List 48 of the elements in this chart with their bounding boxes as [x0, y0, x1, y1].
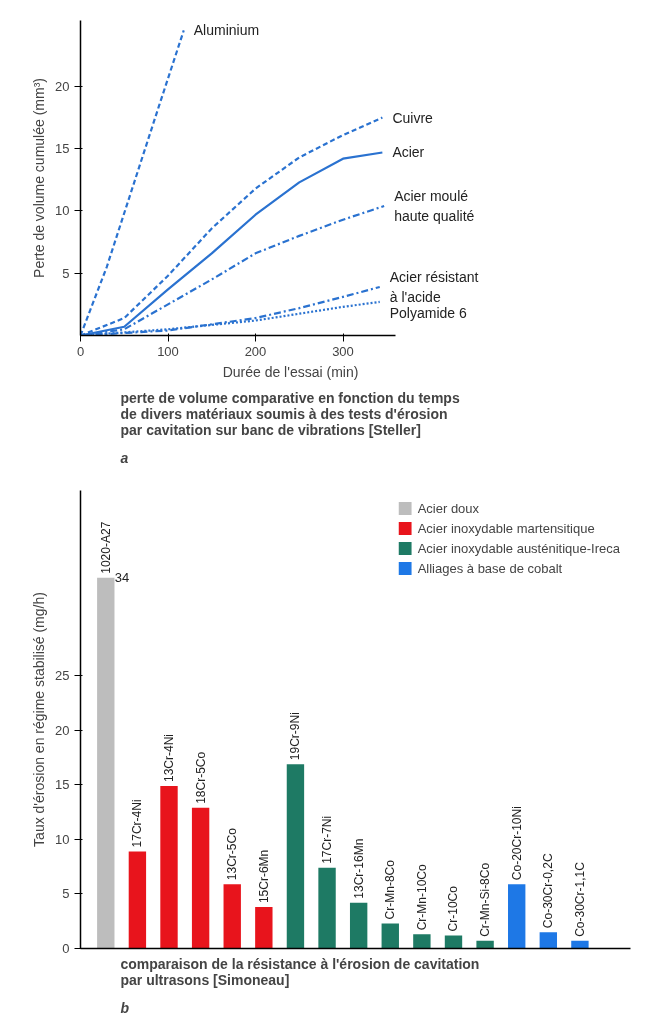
legend-label: Acier doux — [417, 500, 480, 516]
text: 34 — [114, 570, 130, 586]
x-tick-label: 19Cr-9Ni — [288, 712, 303, 761]
x-axis-title: Durée de l'essai (min) — [222, 363, 359, 380]
legend-label: Acier inoxydable austénitique-Ireca — [417, 540, 620, 556]
x-tick-label: Cr-Mn-8Co — [383, 859, 398, 920]
x-tick-label: Cr-Mn-10Co — [414, 863, 429, 931]
x-tick-label: Co-30Cr-1,1C — [572, 861, 587, 937]
series-label: Aluminium — [193, 22, 260, 39]
y-tick-label: 5 — [62, 265, 70, 281]
x-tick-label: 17Cr-7Ni — [320, 815, 335, 864]
y-tick-label: 10 — [55, 203, 70, 219]
text: b — [120, 999, 130, 1016]
series-label: Acier résistant à l'acide — [389, 269, 479, 305]
x-tick-label: 13Cr-4Ni — [162, 734, 177, 783]
series-label: Cuivre — [392, 109, 434, 126]
x-tick-label: Co-30Cr-0,2C — [541, 853, 556, 929]
x-tick-label: 0 — [76, 343, 85, 359]
x-tick-label: 13Cr-5Co — [225, 827, 240, 881]
legend-label: Acier inoxydable martensitique — [417, 520, 595, 536]
y-tick-label: 0 — [62, 941, 70, 956]
x-tick-label: 1020-A27 — [98, 521, 113, 574]
series-label: Acier — [392, 144, 425, 161]
x-tick-label: 300 — [332, 343, 354, 359]
series-label: Acier moulé haute qualité — [394, 188, 475, 224]
x-tick-label: 15Cr-6Mn — [256, 849, 271, 904]
y-tick-label: 20 — [55, 78, 70, 94]
y-tick-label: 15 — [55, 141, 70, 157]
y-tick-label: 20 — [55, 722, 70, 738]
x-tick-label: 200 — [244, 343, 267, 359]
y-tick-label: 15 — [55, 777, 70, 793]
y-tick-label: 5 — [62, 886, 70, 902]
y-axis-title: Taux d'érosion en régime stabilisé (mg/h) — [31, 592, 48, 847]
text: comparaison de la résistance à l'érosion de cavitation par ultrasons [Simoneau] — [120, 955, 480, 988]
x-tick-label: 13Cr-16Mn — [351, 838, 366, 899]
x-tick-label: Co-20Cr-10Ni — [509, 806, 524, 881]
legend-label: Alliages à base de cobalt — [417, 560, 563, 576]
x-tick-label: 18Cr-5Co — [193, 751, 208, 804]
x-tick-label: 100 — [157, 343, 179, 359]
series-label: Polyamide 6 — [389, 305, 467, 322]
x-tick-label: Cr-Mn-Si-8Co — [478, 862, 493, 937]
y-axis-title: Perte de volume cumulée (mm³) — [31, 78, 48, 278]
text: perte de volume comparative en fonction du temps de divers matériaux soumis à des tests d'érosion par cavitation sur banc de vibrations [Steller] — [120, 389, 460, 438]
y-tick-label: 25 — [55, 668, 70, 684]
y-tick-label: 10 — [55, 831, 70, 847]
text: a — [120, 449, 129, 466]
x-tick-label: 17Cr-4Ni — [130, 799, 145, 848]
x-tick-label: Cr-10Co — [446, 885, 461, 932]
